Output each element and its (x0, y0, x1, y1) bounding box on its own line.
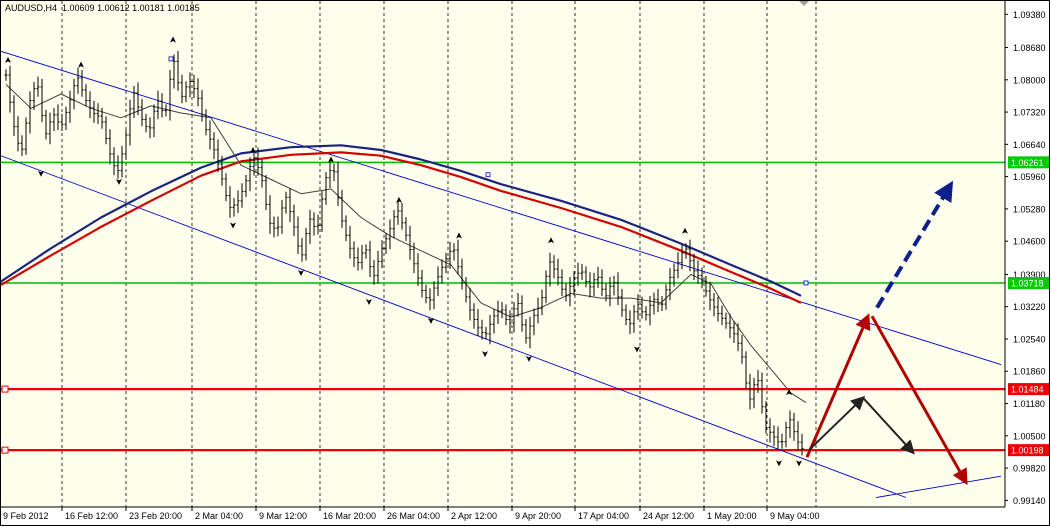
y-tick-label: 1.06640 (1013, 140, 1046, 150)
x-tick-label: 16 Mar 20:00 (323, 511, 376, 521)
fractal-down-icon (230, 222, 236, 229)
shift-marker-icon[interactable] (799, 1, 809, 6)
time-axis: 9 Feb 2012 16 Feb 12:00 23 Feb 20:00 2 Mar … (0, 507, 820, 521)
ohlc-values: 1.00609 1.00612 1.00181 1.00185 (62, 3, 200, 13)
y-tick-label: 0.99820 (1013, 464, 1046, 474)
blue-dashed-arrow (875, 180, 954, 309)
x-tick-label: 9 May 04:00 (770, 511, 820, 521)
resistance-mid-label: 1.03718 (1011, 279, 1044, 289)
fractal-down-icon (482, 351, 488, 358)
support-upper-label-box (1008, 383, 1049, 396)
resistance-high-label-box (1008, 156, 1049, 169)
support-lower-handle (1, 446, 9, 454)
candles (4, 50, 804, 456)
symbol-label: AUDUSD,H4 (5, 3, 58, 13)
y-tick-label: 1.05960 (1013, 172, 1046, 182)
support-upper-label: 1.01484 (1011, 385, 1044, 395)
fractal-down-icon (776, 460, 782, 467)
projection-arrows (805, 180, 968, 486)
x-tick-label: 17 Apr 04:00 (578, 511, 629, 521)
channel-anchor-handle (168, 56, 174, 62)
fractal-up-icon (170, 36, 176, 43)
x-tick-label: 2 Mar 04:00 (195, 511, 243, 521)
fractal-down-icon (634, 346, 640, 353)
channel-anchor-handle (803, 280, 809, 286)
y-tick-label: 1.04600 (1013, 237, 1046, 247)
support-lower-label-box (1008, 444, 1049, 457)
y-tick-label: 0.99140 (1013, 496, 1046, 506)
fractal-up-icon (328, 156, 334, 163)
fractal-up-icon (786, 389, 792, 396)
ma-slow-blue-line (0, 144, 802, 297)
x-tick-label: 9 Feb 2012 (3, 511, 49, 521)
ma-slow-red-line (0, 151, 802, 304)
support-upper-handle (1, 385, 9, 393)
fractal-down-icon (796, 460, 802, 467)
x-tick-label: 2 Apr 12:00 (451, 511, 497, 521)
x-tick-label: 9 Apr 20:00 (515, 511, 561, 521)
dark-down-arrow (862, 397, 915, 455)
resistance-mid-label-box (1008, 277, 1049, 290)
fractal-down-icon (116, 178, 122, 185)
y-tick-label: 1.03220 (1013, 302, 1046, 312)
y-tick-label: 1.07320 (1013, 108, 1046, 118)
chart-header: AUDUSD,H4 1.00609 1.00612 1.00181 1.0018… (5, 3, 200, 13)
fractal-down-icon (428, 317, 434, 324)
moving-averages (0, 84, 807, 404)
fractal-down-icon (526, 355, 532, 362)
fractal-up-icon (78, 61, 84, 68)
y-tick-label: 1.05280 (1013, 204, 1046, 214)
resistance-high-label: 1.06261 (1011, 158, 1044, 168)
y-tick-label: 1.01860 (1013, 367, 1046, 377)
red-down-arrow (870, 315, 968, 486)
level-price-labels: 1.06261 1.03718 1.01484 1.00198 (1008, 156, 1049, 457)
fractal-down-icon (298, 269, 304, 276)
y-tick-label: 1.02540 (1013, 334, 1046, 344)
x-tick-label: 23 Feb 20:00 (129, 511, 182, 521)
x-tick-label: 9 Mar 12:00 (259, 511, 307, 521)
y-tick-label: 1.09380 (1013, 10, 1046, 20)
fractal-down-icon (366, 298, 372, 305)
fractal-up-icon (548, 237, 554, 244)
y-tick-label: 1.01180 (1013, 399, 1045, 409)
y-tick-label: 1.03900 (1013, 270, 1046, 280)
trend-channel (0, 50, 1002, 498)
fractal-up-icon (682, 227, 688, 234)
channel-anchor-handle (485, 172, 491, 178)
x-tick-label: 16 Feb 12:00 (65, 511, 118, 521)
channel-upper (0, 50, 1002, 366)
extremum-arrows (5, 36, 802, 467)
fractal-up-icon (5, 56, 11, 63)
support-lower-label: 1.00198 (1011, 446, 1044, 456)
fractal-up-icon (250, 147, 256, 154)
y-tick-label: 1.00500 (1013, 431, 1046, 441)
plot-area (1, 1, 1005, 507)
dark-up-arrow (808, 395, 866, 451)
x-tick-label: 24 Apr 12:00 (643, 511, 694, 521)
channel-lower (0, 155, 907, 498)
y-tick-label: 1.08680 (1013, 43, 1046, 53)
x-tick-label: 1 May 20:00 (707, 511, 757, 521)
fractal-up-icon (456, 232, 462, 239)
fractal-up-icon (396, 196, 402, 203)
trendline-bottom (875, 475, 1002, 498)
y-tick-label: 1.08000 (1013, 75, 1046, 85)
ma-fast-line (5, 84, 807, 404)
red-up-arrow (805, 313, 871, 458)
x-tick-label: 26 Mar 04:00 (387, 511, 440, 521)
fractal-down-icon (38, 170, 44, 177)
